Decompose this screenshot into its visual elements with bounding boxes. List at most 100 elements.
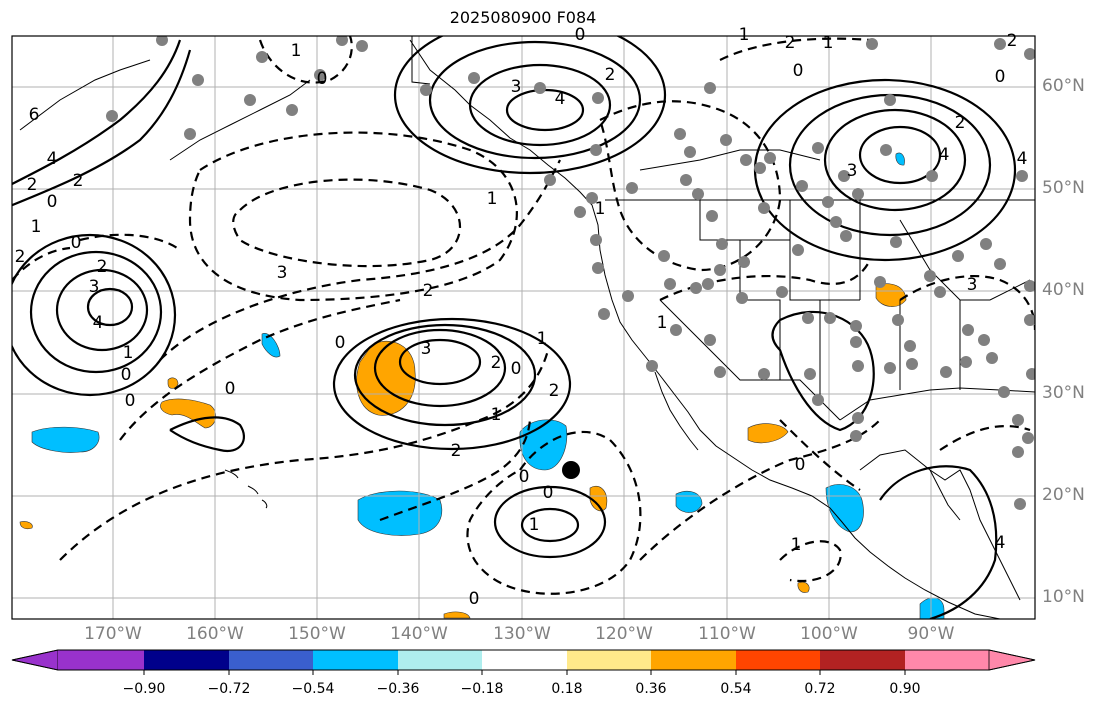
contour-label: 2 — [451, 441, 462, 461]
contour-label: 2 — [605, 65, 616, 85]
storm-center-marker — [562, 461, 580, 479]
colorbar-tick-label: −0.36 — [376, 681, 420, 697]
contour-label: 3 — [421, 339, 432, 359]
colorbar-segment — [58, 650, 144, 670]
colorbar-segment — [11, 649, 59, 671]
contour-label: 1 — [291, 41, 302, 61]
contour-label: 1 — [791, 535, 802, 555]
lat-label: 50°N — [1042, 178, 1085, 198]
station-markers — [106, 36, 1035, 510]
contour-label: 3 — [847, 161, 858, 181]
colorbar-segment — [229, 650, 313, 670]
contour-label: 2 — [785, 33, 796, 53]
contour-label: 0 — [995, 67, 1006, 87]
lon-label: 110°W — [698, 624, 756, 644]
colorbar-tick-label: −0.72 — [207, 681, 251, 697]
contour-label: 0 — [469, 589, 480, 609]
contour-label: 2 — [97, 257, 108, 277]
colorbar-segment — [567, 650, 651, 670]
colorbar-segment — [144, 650, 229, 670]
lat-label: 30°N — [1042, 383, 1085, 403]
colorbar-tick-label: 0.36 — [635, 681, 667, 697]
lat-label: 10°N — [1042, 587, 1085, 607]
contour-label: 1 — [123, 343, 134, 363]
contour-label: 0 — [225, 379, 236, 399]
colorbar — [11, 649, 1036, 675]
contour-labels: 6 4 2 0 2 1 0 2 3 4 2 0 1 3 0 2 1 0 0 0 … — [15, 25, 1028, 609]
contour-label: 3 — [277, 263, 288, 283]
map-frame — [11, 35, 1036, 620]
contour-label: 4 — [939, 145, 950, 165]
colorbar-segment — [988, 649, 1036, 671]
contour-label: 2 — [1007, 31, 1018, 51]
contour-label: 2 — [15, 247, 26, 267]
contour-label: 1 — [537, 329, 548, 349]
contour-label: 2 — [491, 353, 502, 373]
contour-label: 2 — [73, 171, 84, 191]
contour-label: 0 — [317, 69, 328, 89]
lon-label: 90°W — [907, 624, 955, 644]
contour-label: 1 — [595, 199, 606, 219]
lon-label: 130°W — [493, 624, 551, 644]
contour-label: 1 — [529, 515, 540, 535]
lon-label: 140°W — [390, 624, 448, 644]
gridlines — [12, 36, 1035, 619]
colorbar-segment — [651, 650, 736, 670]
contour-label: 4 — [47, 149, 58, 169]
colorbar-tick-label: 0.54 — [720, 681, 752, 697]
contour-label: 3 — [89, 277, 100, 297]
contour-label: 6 — [29, 105, 40, 125]
lon-label: 100°W — [800, 624, 858, 644]
lon-label: 160°W — [186, 624, 244, 644]
contour-label: 4 — [93, 313, 104, 333]
contour-label: 2 — [955, 113, 966, 133]
colorbar-segment — [820, 650, 905, 670]
contour-label: 1 — [491, 405, 502, 425]
contour-label: 1 — [657, 313, 668, 333]
colorbar-segment — [398, 650, 482, 670]
lat-label: 20°N — [1042, 485, 1085, 505]
contour-label: 0 — [71, 233, 82, 253]
contour-label: 0 — [335, 333, 346, 353]
contour-label: 4 — [1017, 149, 1028, 169]
colorbar-tick-label: 0.18 — [551, 681, 583, 697]
contour-label: 1 — [739, 25, 750, 45]
colorbar-tick-label: 0.72 — [804, 681, 836, 697]
lat-label: 40°N — [1042, 280, 1085, 300]
map-title: 2025080900 F084 — [449, 8, 597, 27]
contour-label: 4 — [995, 533, 1006, 553]
colorbar-tick-label: −0.54 — [291, 681, 335, 697]
lat-label: 60°N — [1042, 76, 1085, 96]
colorbar-segment — [482, 650, 567, 670]
contour-label: 0 — [121, 365, 132, 385]
contour-label: 2 — [549, 381, 560, 401]
contour-label: 0 — [795, 455, 806, 475]
contour-label: 0 — [543, 483, 554, 503]
contour-label: 3 — [511, 77, 522, 97]
colorbar-tick-label: 0.90 — [889, 681, 921, 697]
contour-label: 4 — [555, 89, 566, 109]
contour-label: 1 — [823, 33, 834, 53]
contour-label: 3 — [967, 275, 978, 295]
contour-label: 1 — [31, 217, 42, 237]
contour-label: 0 — [519, 467, 530, 487]
colorbar-segment — [313, 650, 398, 670]
solid-contours — [12, 36, 1017, 619]
contour-label: 2 — [27, 175, 38, 195]
lon-label: 170°W — [84, 624, 142, 644]
colorbar-segment — [905, 650, 989, 670]
lon-label: 150°W — [288, 624, 346, 644]
contour-label: 1 — [487, 189, 498, 209]
contour-label: 0 — [125, 391, 136, 411]
contour-label: 0 — [575, 25, 586, 45]
lon-label: 120°W — [595, 624, 653, 644]
colorbar-segment — [736, 650, 820, 670]
colorbar-outline — [11, 649, 1036, 671]
contour-label: 0 — [511, 359, 522, 379]
colorbar-tick-label: −0.18 — [460, 681, 504, 697]
coastlines-and-borders — [19, 36, 1035, 619]
contour-label: 0 — [47, 192, 58, 212]
contour-label: 0 — [793, 61, 804, 81]
contour-label: 2 — [423, 281, 434, 301]
